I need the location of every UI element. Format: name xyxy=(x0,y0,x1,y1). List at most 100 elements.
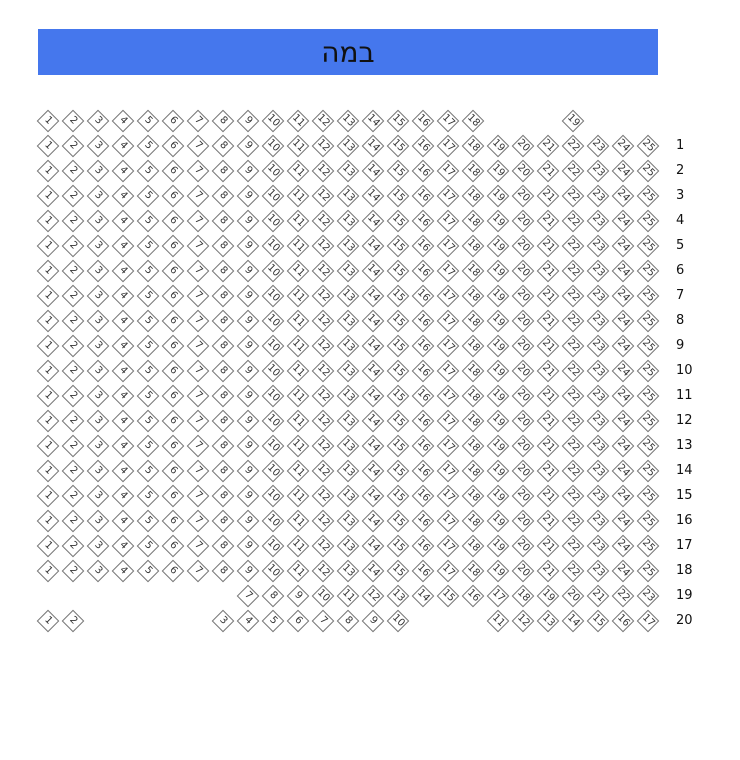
seat[interactable]: 20 xyxy=(511,234,535,258)
seat[interactable]: 16 xyxy=(411,234,435,258)
seat[interactable]: 25 xyxy=(636,209,660,233)
seat[interactable]: 10 xyxy=(261,559,285,583)
seat[interactable]: 15 xyxy=(386,434,410,458)
seat[interactable]: 10 xyxy=(261,409,285,433)
seat[interactable]: 3 xyxy=(86,509,110,533)
seat[interactable]: 6 xyxy=(161,134,185,158)
seat[interactable]: 17 xyxy=(436,234,460,258)
seat[interactable]: 16 xyxy=(411,534,435,558)
seat[interactable]: 4 xyxy=(111,509,135,533)
seat[interactable]: 14 xyxy=(361,159,385,183)
seat[interactable]: 15 xyxy=(386,284,410,308)
seat[interactable]: 12 xyxy=(311,284,335,308)
seat[interactable]: 24 xyxy=(611,384,635,408)
seat[interactable]: 21 xyxy=(536,534,560,558)
seat[interactable]: 6 xyxy=(161,484,185,508)
seat[interactable]: 4 xyxy=(111,409,135,433)
seat[interactable]: 2 xyxy=(61,434,85,458)
seat[interactable]: 16 xyxy=(411,409,435,433)
seat[interactable]: 2 xyxy=(61,459,85,483)
seat[interactable]: 13 xyxy=(386,584,410,608)
seat[interactable]: 7 xyxy=(186,134,210,158)
seat[interactable]: 23 xyxy=(586,334,610,358)
seat[interactable]: 22 xyxy=(611,584,635,608)
seat[interactable]: 7 xyxy=(186,334,210,358)
seat[interactable]: 20 xyxy=(511,409,535,433)
seat[interactable]: 3 xyxy=(86,109,110,133)
seat[interactable]: 8 xyxy=(211,434,235,458)
seat[interactable]: 10 xyxy=(261,334,285,358)
seat[interactable]: 14 xyxy=(561,609,585,633)
seat[interactable]: 24 xyxy=(611,534,635,558)
seat[interactable]: 3 xyxy=(86,184,110,208)
seat[interactable]: 11 xyxy=(286,509,310,533)
seat[interactable]: 20 xyxy=(511,184,535,208)
seat[interactable]: 16 xyxy=(411,134,435,158)
seat[interactable]: 21 xyxy=(536,134,560,158)
seat[interactable]: 20 xyxy=(511,484,535,508)
seat[interactable]: 24 xyxy=(611,334,635,358)
seat[interactable]: 11 xyxy=(286,534,310,558)
seat[interactable]: 10 xyxy=(261,259,285,283)
seat[interactable]: 13 xyxy=(336,284,360,308)
seat[interactable]: 5 xyxy=(136,209,160,233)
seat[interactable]: 10 xyxy=(261,509,285,533)
seat[interactable]: 15 xyxy=(386,459,410,483)
seat[interactable]: 2 xyxy=(61,309,85,333)
seat[interactable]: 15 xyxy=(386,559,410,583)
seat[interactable]: 7 xyxy=(186,484,210,508)
seat[interactable]: 9 xyxy=(286,584,310,608)
seat[interactable]: 16 xyxy=(411,359,435,383)
seat[interactable]: 24 xyxy=(611,434,635,458)
seat[interactable]: 14 xyxy=(361,184,385,208)
seat[interactable]: 1 xyxy=(36,209,60,233)
seat[interactable]: 25 xyxy=(636,234,660,258)
seat[interactable]: 4 xyxy=(111,359,135,383)
seat[interactable]: 3 xyxy=(86,359,110,383)
seat[interactable]: 9 xyxy=(236,459,260,483)
seat[interactable]: 8 xyxy=(211,309,235,333)
seat[interactable]: 23 xyxy=(586,384,610,408)
seat[interactable]: 14 xyxy=(361,409,385,433)
seat[interactable]: 19 xyxy=(486,409,510,433)
seat[interactable]: 10 xyxy=(261,159,285,183)
seat[interactable]: 24 xyxy=(611,184,635,208)
seat[interactable]: 13 xyxy=(536,609,560,633)
seat[interactable]: 2 xyxy=(61,509,85,533)
seat[interactable]: 2 xyxy=(61,334,85,358)
seat[interactable]: 25 xyxy=(636,259,660,283)
seat[interactable]: 13 xyxy=(336,309,360,333)
seat[interactable]: 24 xyxy=(611,209,635,233)
seat[interactable]: 3 xyxy=(86,259,110,283)
seat[interactable]: 8 xyxy=(211,459,235,483)
seat[interactable]: 14 xyxy=(361,309,385,333)
seat[interactable]: 6 xyxy=(161,359,185,383)
seat[interactable]: 1 xyxy=(36,159,60,183)
seat[interactable]: 22 xyxy=(561,259,585,283)
seat[interactable]: 15 xyxy=(386,484,410,508)
seat[interactable]: 19 xyxy=(486,334,510,358)
seat[interactable]: 17 xyxy=(486,584,510,608)
seat[interactable]: 17 xyxy=(436,384,460,408)
seat[interactable]: 25 xyxy=(636,409,660,433)
seat[interactable]: 14 xyxy=(361,284,385,308)
seat[interactable]: 17 xyxy=(436,484,460,508)
seat[interactable]: 10 xyxy=(261,434,285,458)
seat[interactable]: 7 xyxy=(186,509,210,533)
seat[interactable]: 19 xyxy=(486,259,510,283)
seat[interactable]: 17 xyxy=(436,134,460,158)
seat[interactable]: 18 xyxy=(461,484,485,508)
seat[interactable]: 24 xyxy=(611,309,635,333)
seat[interactable]: 8 xyxy=(336,609,360,633)
seat[interactable]: 20 xyxy=(511,384,535,408)
seat[interactable]: 5 xyxy=(136,184,160,208)
seat[interactable]: 10 xyxy=(311,584,335,608)
seat[interactable]: 6 xyxy=(161,559,185,583)
seat[interactable]: 4 xyxy=(236,609,260,633)
seat[interactable]: 1 xyxy=(36,484,60,508)
seat[interactable]: 10 xyxy=(261,484,285,508)
seat[interactable]: 11 xyxy=(336,584,360,608)
seat[interactable]: 17 xyxy=(436,309,460,333)
seat[interactable]: 14 xyxy=(361,559,385,583)
seat[interactable]: 15 xyxy=(386,234,410,258)
